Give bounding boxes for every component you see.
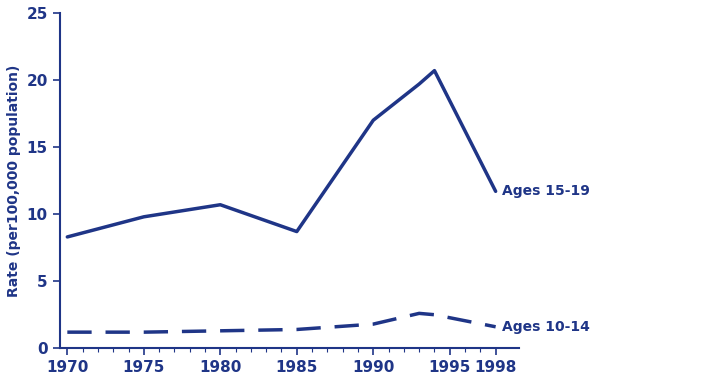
Y-axis label: Rate (per100,000 population): Rate (per100,000 population): [7, 65, 21, 297]
Text: Ages 15-19: Ages 15-19: [502, 185, 590, 198]
Text: Ages 10-14: Ages 10-14: [502, 320, 590, 334]
